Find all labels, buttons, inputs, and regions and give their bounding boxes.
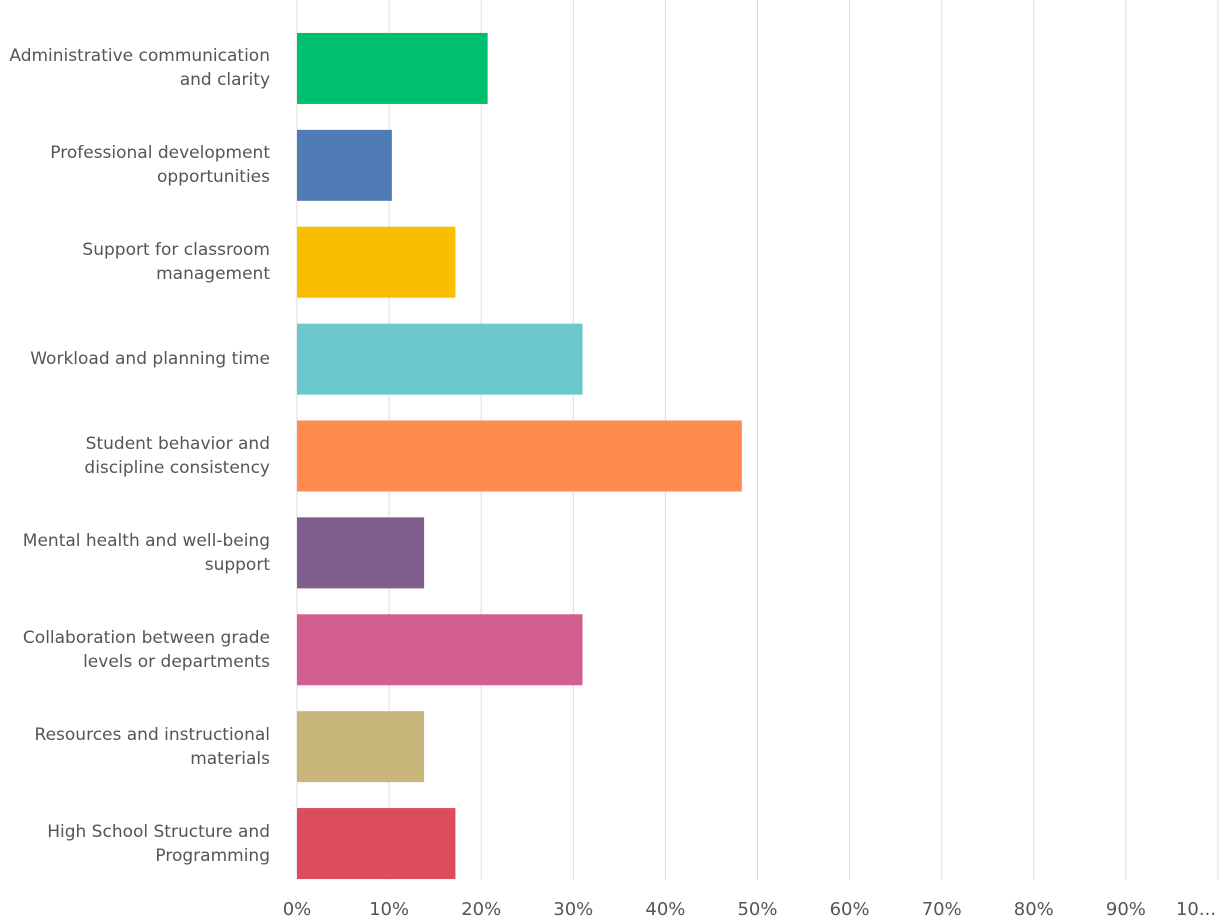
bar xyxy=(297,420,742,492)
bar xyxy=(297,808,456,880)
x-tick-label: 0% xyxy=(283,899,312,920)
y-tick-label: Resources and instructional materials xyxy=(34,724,270,769)
x-tick-label: 20% xyxy=(461,899,501,920)
bar xyxy=(297,32,488,104)
y-tick-label: Collaboration between grade levels or de… xyxy=(22,627,270,672)
y-tick-label: Student behavior and discipline consiste… xyxy=(84,434,270,478)
bar xyxy=(297,711,425,783)
x-tick-label: 60% xyxy=(830,899,870,920)
bar xyxy=(297,323,583,395)
x-tick-label: 40% xyxy=(645,899,685,920)
bar xyxy=(297,226,456,298)
x-tick-label: 80% xyxy=(1014,899,1054,920)
bar xyxy=(297,517,425,589)
x-tick-label: 10... xyxy=(1176,899,1216,920)
y-tick-label: Support for classroom management xyxy=(82,240,270,285)
bar xyxy=(297,614,583,686)
x-tick-label: 90% xyxy=(1106,899,1146,920)
bar xyxy=(297,129,392,201)
x-tick-label: 70% xyxy=(922,899,962,920)
y-tick-label: Workload and planning time xyxy=(30,349,270,370)
y-tick-label: Administrative communication and clarity xyxy=(9,46,270,91)
x-tick-label: 10% xyxy=(369,899,409,920)
x-tick-label: 30% xyxy=(553,899,593,920)
y-tick-label: Mental health and well-being support xyxy=(22,530,270,575)
y-tick-label: High School Structure and Programming xyxy=(47,821,270,866)
y-tick-label: Professional development opportunities xyxy=(50,143,270,188)
x-tick-label: 50% xyxy=(737,899,777,920)
